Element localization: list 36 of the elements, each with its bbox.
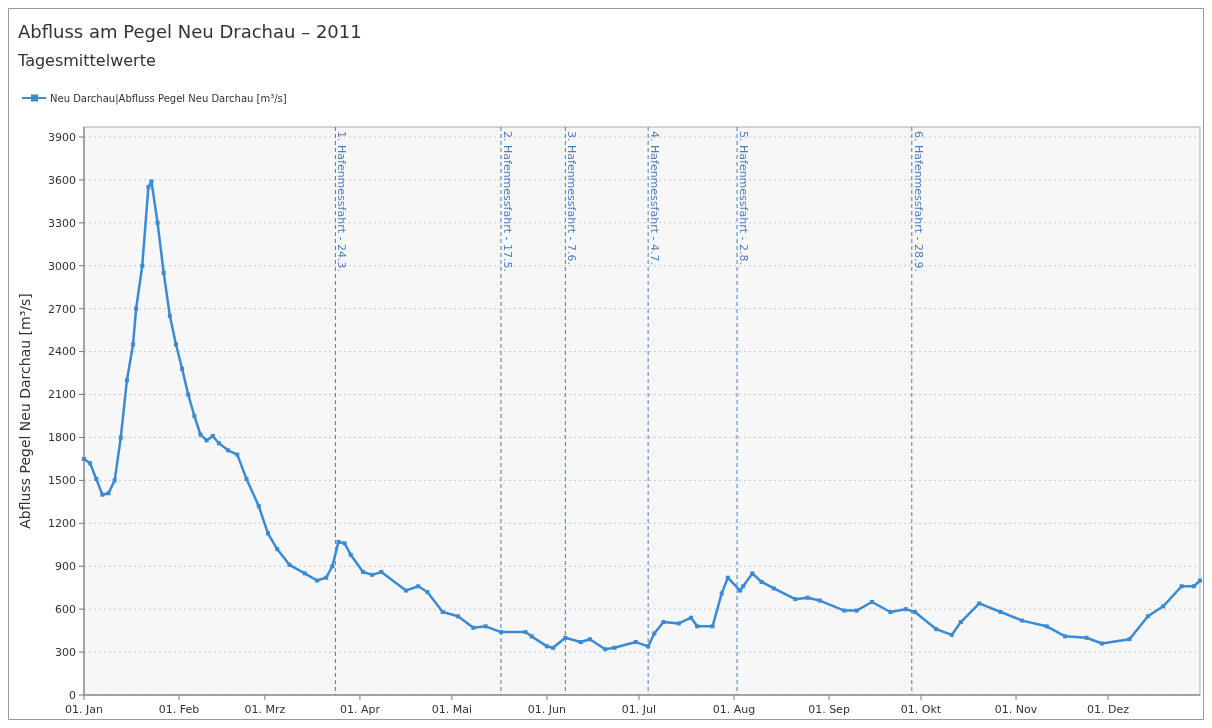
ref-line-label: 2. Hafenmessfahrt - 17.5. xyxy=(500,131,514,272)
y-tick-label: 1500 xyxy=(48,474,76,488)
ref-line-label: 4. Hafenmessfahrt - 4.7. xyxy=(648,131,662,265)
x-tick-label: 01. Dez xyxy=(1087,703,1130,716)
ref-line-label: 3. Hafenmessfahrt - 7.6. xyxy=(565,131,579,265)
ref-line-label: 6. Hafenmessfahrt - 28.9. xyxy=(911,131,925,272)
x-tick-label: 01. Sep xyxy=(808,703,850,716)
x-tick-label: 01. Aug xyxy=(712,703,756,716)
x-tick-label: 01. Jul xyxy=(621,703,657,716)
chart-title: Abfluss am Pegel Neu Drachau – 2011 xyxy=(18,21,362,42)
x-tick-label: 01. Nov xyxy=(994,703,1038,716)
x-tick-label: 01. Okt xyxy=(900,703,942,716)
x-tick-label: 01. Mai xyxy=(431,703,473,716)
ref-line-label: 5. Hafenmessfahrt - 2.8. xyxy=(737,131,751,265)
y-tick-label: 2400 xyxy=(48,345,76,359)
y-tick-label: 3300 xyxy=(48,216,76,230)
y-tick-label: 2100 xyxy=(48,388,76,402)
y-axis-title: Abfluss Pegel Neu Darchau [m³/s] xyxy=(17,293,33,529)
x-tick-label: 01. Feb xyxy=(158,703,200,716)
y-tick-label: 900 xyxy=(55,560,76,574)
x-tick-label: 01. Jun xyxy=(527,703,567,716)
y-tick-label: 3600 xyxy=(48,173,76,187)
y-tick-label: 300 xyxy=(55,645,76,659)
y-tick-label: 2700 xyxy=(48,302,76,316)
y-tick-label: 600 xyxy=(55,603,76,617)
ref-line-label: 1. Hafenmessfahrt - 24.3. xyxy=(335,131,349,272)
x-tick-label: 01. Apr xyxy=(339,703,381,716)
legend-label: Neu Darchau|Abfluss Pegel Neu Darchau [m³/s] xyxy=(50,93,287,105)
x-tick-label: 01. Mrz xyxy=(244,703,286,716)
y-tick-label: 1800 xyxy=(48,431,76,445)
x-tick-label: 01. Jan xyxy=(65,703,103,716)
y-tick-label: 1200 xyxy=(48,517,76,531)
chart-subtitle: Tagesmittelwerte xyxy=(17,51,156,70)
y-tick-label: 3900 xyxy=(48,130,76,144)
y-tick-label: 0 xyxy=(69,688,76,702)
y-tick-label: 3000 xyxy=(48,259,76,273)
